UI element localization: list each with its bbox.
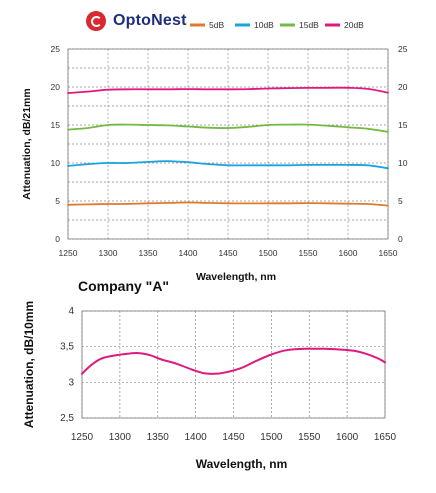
y-tick-label-right: 0 <box>398 234 403 244</box>
x-tick-label: 1350 <box>147 432 170 443</box>
x-axis-title: Wavelength, nm <box>196 457 288 471</box>
y-tick-label: 3 <box>68 377 74 388</box>
x-tick-label: 1250 <box>59 248 78 258</box>
x-tick-label: 1300 <box>99 248 118 258</box>
series-line-15dB <box>67 123 389 133</box>
series-line-1 <box>81 347 386 375</box>
legend-label: 20dB <box>344 20 364 30</box>
x-tick-label: 1450 <box>222 432 245 443</box>
x-tick-label: 1300 <box>109 432 132 443</box>
legend-label: 15dB <box>299 20 319 30</box>
y-tick-label-right: 15 <box>398 120 408 130</box>
x-tick-label: 1650 <box>379 248 398 258</box>
y-tick-label: 20 <box>51 82 61 92</box>
x-tick-label: 1600 <box>339 248 358 258</box>
x-tick-label: 1500 <box>260 432 283 443</box>
y-tick-label: 5 <box>55 196 60 206</box>
brand-logo-icon <box>86 11 106 31</box>
x-tick-label: 1400 <box>179 248 198 258</box>
y-tick-label: 2,5 <box>60 413 74 424</box>
y-tick-label: 10 <box>51 158 61 168</box>
legend-label: 10dB <box>254 20 274 30</box>
legend-label: 5dB <box>209 20 224 30</box>
y-tick-label-right: 5 <box>398 196 403 206</box>
x-tick-label: 1250 <box>71 432 94 443</box>
plot-frame <box>81 310 386 419</box>
x-axis-title: Wavelength, nm <box>196 271 276 283</box>
y-tick-label-right: 10 <box>398 158 408 168</box>
plot-frame <box>67 48 389 240</box>
x-tick-label: 1350 <box>139 248 158 258</box>
chart-2: 1250 1300 1350 1400 1450 1500 1550 1600 1650 2,5 3… <box>22 301 397 471</box>
y-tick-label: 15 <box>51 120 61 130</box>
x-tick-label: 1500 <box>259 248 278 258</box>
x-tick-label: 1550 <box>298 432 321 443</box>
series-line-20dB <box>67 86 389 94</box>
company-caption: Company "A" <box>78 278 169 294</box>
y-tick-label-right: 25 <box>398 44 408 54</box>
brand-name: OptoNest <box>113 12 187 29</box>
x-tick-label: 1400 <box>185 432 208 443</box>
y-tick-label-right: 20 <box>398 82 408 92</box>
x-tick-label: 1450 <box>219 248 238 258</box>
y-axis-title: Attenuation, dB/10mm <box>22 301 36 428</box>
y-tick-label: 25 <box>51 44 61 54</box>
x-tick-label: 1550 <box>299 248 318 258</box>
x-tick-label: 1600 <box>336 432 359 443</box>
series-line-10dB <box>67 160 389 170</box>
y-tick-label: 4 <box>68 306 74 317</box>
y-tick-label: 0 <box>55 234 60 244</box>
y-tick-label: 3,5 <box>60 342 74 353</box>
x-tick-label: 1650 <box>374 432 397 443</box>
brand-header: OptoNest <box>86 10 187 32</box>
series-line-5dB <box>67 201 389 207</box>
y-axis-title: Attenuation, dB/21mm <box>21 88 33 199</box>
